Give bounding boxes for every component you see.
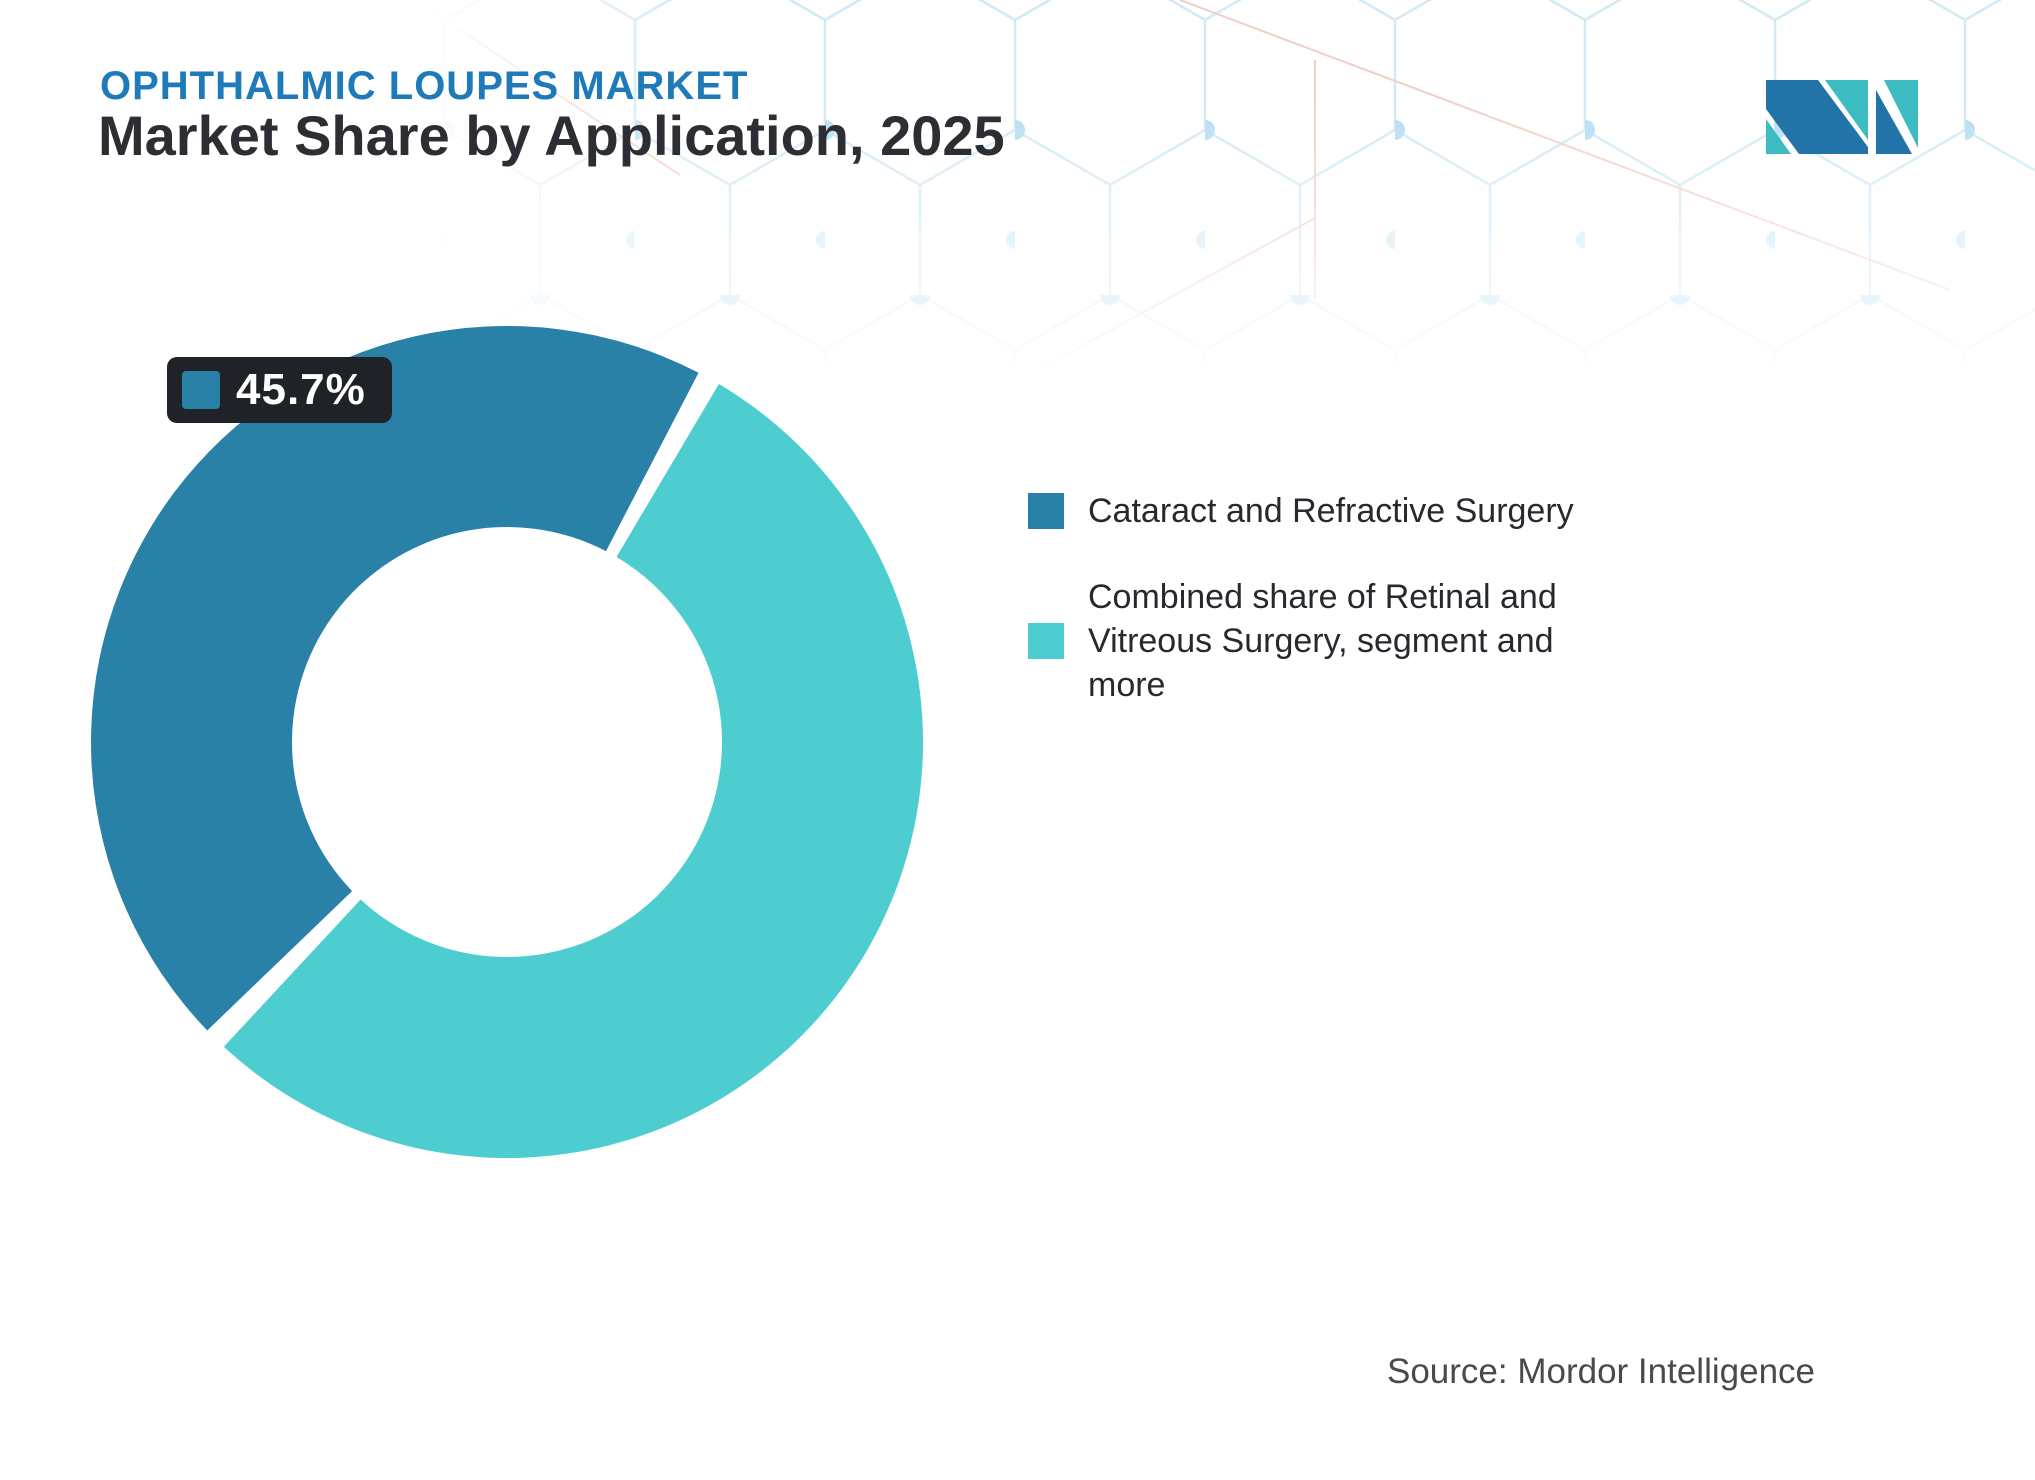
legend-item-retinal-vitreous: Combined share of Retinal and Vitreous S… xyxy=(1028,575,1628,707)
hexagon-background-pattern xyxy=(420,0,2035,380)
legend-label: Combined share of Retinal and Vitreous S… xyxy=(1088,578,1557,704)
segment-value-callout: 45.7% xyxy=(167,357,392,423)
source-attribution: Source: Mordor Intelligence xyxy=(1387,1352,1815,1391)
mordor-intelligence-logo xyxy=(1766,80,1918,154)
legend-swatch-icon xyxy=(1028,623,1064,659)
legend-item-cataract: Cataract and Refractive Surgery xyxy=(1028,489,1628,533)
donut-segment-0 xyxy=(91,326,699,1031)
donut-segment-1 xyxy=(223,384,924,1158)
logo-m-icon xyxy=(1766,80,1918,154)
donut-chart xyxy=(91,326,924,1158)
chart-legend: Cataract and Refractive Surgery Combined… xyxy=(1028,489,1628,749)
page-title: Market Share by Application, 2025 xyxy=(98,104,1005,167)
report-eyebrow: OPHTHALMIC LOUPES MARKET xyxy=(100,64,749,108)
legend-label: Cataract and Refractive Surgery xyxy=(1088,492,1574,530)
callout-swatch-icon xyxy=(182,371,220,409)
callout-value: 45.7% xyxy=(236,365,366,414)
legend-swatch-icon xyxy=(1028,493,1064,529)
